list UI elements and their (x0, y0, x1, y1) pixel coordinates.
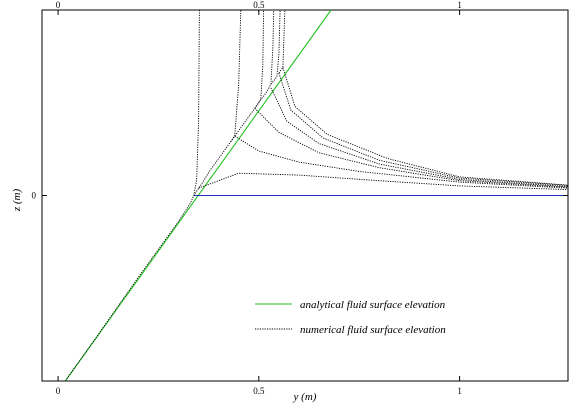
legend: analytical fluid surface elevation numeri… (255, 299, 446, 336)
x-axis-title: y (m) (293, 391, 317, 403)
series-line-9 (198, 172, 569, 191)
series-line-13 (278, 72, 569, 186)
series-line-12 (270, 87, 569, 188)
series-layer (64, 9, 569, 382)
legend-label-2: numerical fluid surface elevation (300, 324, 446, 336)
x-tick-label-top-2: 0.5 (253, 0, 265, 10)
series-line-10 (234, 135, 569, 189)
series-line-3 (64, 9, 200, 382)
series-line-4 (193, 9, 242, 196)
series-line-14 (282, 67, 569, 186)
axis-ticks: 0 0 0.5 0.5 1 1 0 (32, 0, 568, 396)
x-tick-label-bottom-3: 1 (457, 386, 462, 396)
series-line-5 (230, 9, 265, 142)
x-tick-label-bottom-1: 0 (56, 386, 61, 396)
y-axis-title: z (m) (11, 189, 23, 213)
series-line-8 (278, 9, 286, 74)
x-tick-label-top-1: 0 (56, 0, 61, 10)
legend-label-1: analytical fluid surface elevation (300, 299, 446, 311)
series-line-7 (270, 9, 281, 85)
y-tick-label-1: 0 (32, 191, 37, 201)
x-tick-label-top-3: 1 (457, 0, 462, 10)
x-tick-label-bottom-2: 0.5 (253, 386, 265, 396)
series-line-11 (254, 107, 569, 188)
